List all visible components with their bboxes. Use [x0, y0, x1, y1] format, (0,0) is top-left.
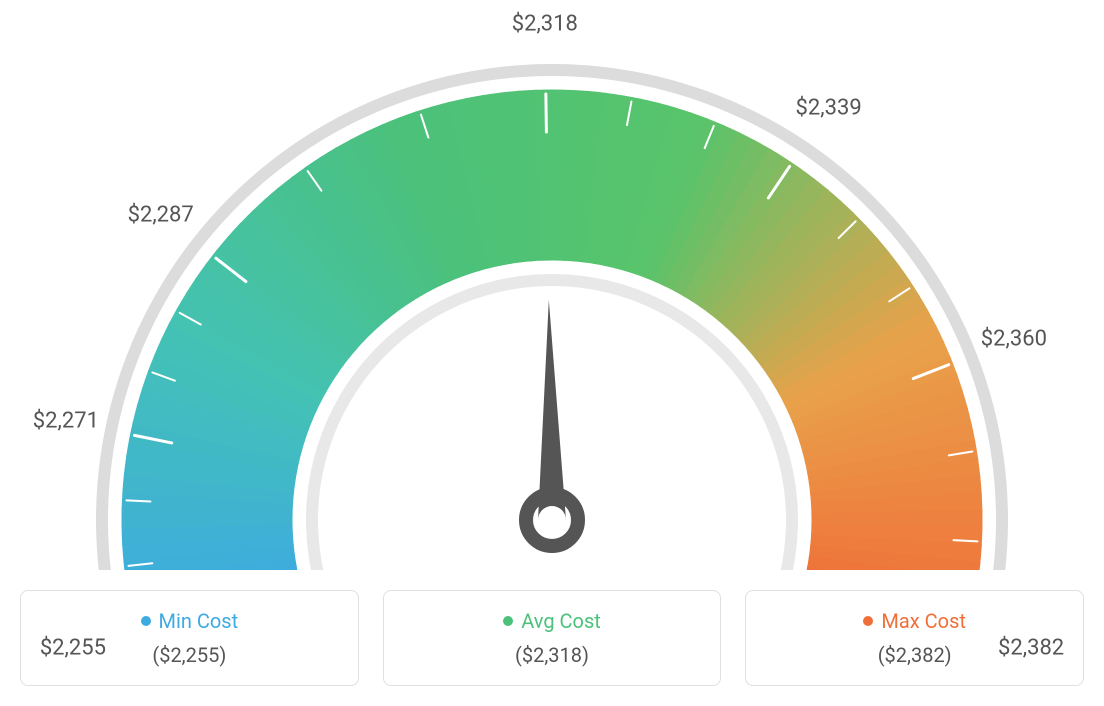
gauge-tick-label: $2,339 [796, 96, 862, 121]
gauge-tick-label: $2,287 [128, 203, 194, 228]
legend-card-avg: Avg Cost ($2,318) [383, 590, 722, 686]
legend-label-avg: Avg Cost [521, 609, 601, 633]
legend-row: Min Cost ($2,255) Avg Cost ($2,318) Max … [20, 590, 1084, 686]
legend-label-max: Max Cost [881, 609, 966, 633]
legend-dot-avg [503, 616, 513, 626]
gauge-tick-label: $2,360 [981, 327, 1047, 352]
gauge-svg [20, 20, 1084, 570]
legend-title-avg: Avg Cost [503, 609, 601, 633]
gauge-chart: $2,255$2,271$2,287$2,318$2,339$2,360$2,3… [20, 20, 1084, 570]
gauge-tick-label: $2,318 [512, 12, 578, 37]
gauge-tick-label: $2,271 [33, 409, 99, 434]
gauge-tick-label: $2,382 [998, 636, 1064, 661]
legend-dot-min [141, 616, 151, 626]
legend-title-min: Min Cost [141, 609, 239, 633]
legend-title-max: Max Cost [863, 609, 966, 633]
gauge-tick-label: $2,255 [40, 636, 106, 661]
legend-label-min: Min Cost [159, 609, 239, 633]
legend-dot-max [863, 616, 873, 626]
legend-value-avg: ($2,318) [394, 643, 711, 667]
